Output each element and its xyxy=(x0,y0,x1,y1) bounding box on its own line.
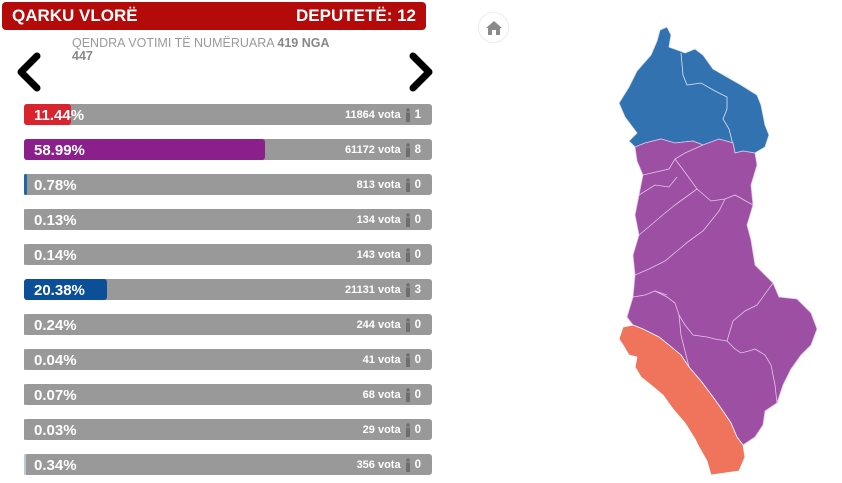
result-bar-fill xyxy=(24,314,26,335)
result-votes-seats: 68 vota 0 xyxy=(363,384,421,405)
person-icon xyxy=(405,212,410,227)
party-result-row[interactable]: 0.78% 813 vota 0 xyxy=(24,174,432,195)
party-result-row[interactable]: 0.07% 68 vota 0 xyxy=(24,384,432,405)
home-button[interactable] xyxy=(478,12,509,43)
person-icon xyxy=(405,317,410,332)
home-icon xyxy=(485,20,502,35)
result-percent: 0.14% xyxy=(34,247,77,264)
result-votes: 813 vota xyxy=(356,178,401,191)
person-icon xyxy=(405,422,410,437)
party-result-row[interactable]: 0.24% 244 vota 0 xyxy=(24,314,432,335)
result-votes: 356 vota xyxy=(356,458,401,471)
region-title: QARKU VLORË xyxy=(12,6,138,25)
result-bar-fill xyxy=(24,209,26,230)
result-votes: 29 vota xyxy=(362,423,401,436)
person-icon xyxy=(405,457,410,472)
person-icon xyxy=(405,142,410,157)
previous-region-button[interactable] xyxy=(13,52,43,92)
party-result-row[interactable]: 20.38% 21131 vota 3 xyxy=(24,279,432,300)
result-percent: 0.78% xyxy=(34,177,77,194)
result-seats: 0 xyxy=(414,423,421,436)
result-seats: 0 xyxy=(414,178,421,191)
chevron-left-icon xyxy=(17,52,41,92)
result-bar-fill xyxy=(24,419,26,440)
result-percent: 0.24% xyxy=(34,317,77,334)
counted-prefix: QENDRA VOTIMI TË NUMËRUARA xyxy=(72,36,274,50)
person-icon xyxy=(405,107,410,122)
result-votes: 41 vota xyxy=(362,353,401,366)
result-seats: 0 xyxy=(414,458,421,471)
result-seats: 0 xyxy=(414,353,421,366)
result-seats: 3 xyxy=(414,283,421,296)
result-bar-fill xyxy=(24,244,26,265)
region-header: QARKU VLORË DEPUTETË: 12 xyxy=(2,2,426,30)
result-percent: 20.38% xyxy=(34,282,85,299)
counted-total: 447 xyxy=(72,49,93,63)
region-map[interactable] xyxy=(615,25,825,480)
result-seats: 0 xyxy=(414,248,421,261)
result-percent: 0.34% xyxy=(34,457,77,474)
result-votes-seats: 11864 vota 1 xyxy=(345,104,421,125)
party-result-row[interactable]: 11.44% 11864 vota 1 xyxy=(24,104,432,125)
result-percent: 11.44% xyxy=(34,107,85,124)
party-result-row[interactable]: 0.34% 356 vota 0 xyxy=(24,454,432,475)
result-seats: 0 xyxy=(414,213,421,226)
result-percent: 0.04% xyxy=(34,352,77,369)
map-region-center[interactable] xyxy=(626,138,818,446)
result-votes-seats: 356 vota 0 xyxy=(357,454,421,475)
result-votes-seats: 61172 vota 8 xyxy=(345,139,421,160)
result-percent: 58.99% xyxy=(34,142,85,159)
result-votes-seats: 244 vota 0 xyxy=(357,314,421,335)
person-icon xyxy=(405,282,410,297)
party-result-row[interactable]: 0.03% 29 vota 0 xyxy=(24,419,432,440)
result-bar-fill xyxy=(24,349,26,370)
deputies-count: DEPUTETË: 12 xyxy=(296,6,416,25)
result-votes-seats: 134 vota 0 xyxy=(357,209,421,230)
person-icon xyxy=(405,247,410,262)
result-votes: 21131 vota xyxy=(344,283,401,296)
map-region-vlore[interactable] xyxy=(618,324,746,476)
result-seats: 0 xyxy=(414,318,421,331)
counted-number: 419 xyxy=(277,36,299,50)
result-percent: 0.03% xyxy=(34,422,77,439)
result-votes: 11864 vota xyxy=(344,108,401,121)
result-bar-fill xyxy=(24,104,71,125)
result-votes-seats: 813 vota 0 xyxy=(357,174,421,195)
counted-centers-status: QENDRA VOTIMI TË NUMËRUARA 419 NGA 447 xyxy=(72,37,372,63)
result-votes: 68 vota xyxy=(362,388,401,401)
result-bar-fill xyxy=(24,384,26,405)
result-votes-seats: 41 vota 0 xyxy=(363,349,421,370)
next-region-button[interactable] xyxy=(407,52,437,92)
chevron-right-icon xyxy=(409,52,433,92)
result-bar-fill xyxy=(24,174,27,195)
result-votes-seats: 29 vota 0 xyxy=(363,419,421,440)
result-votes: 143 vota xyxy=(356,248,401,261)
party-result-row[interactable]: 0.14% 143 vota 0 xyxy=(24,244,432,265)
person-icon xyxy=(405,177,410,192)
map-region-north[interactable] xyxy=(618,26,770,154)
result-votes: 134 vota xyxy=(356,213,401,226)
result-bar-fill xyxy=(24,454,26,475)
result-votes-seats: 21131 vota 3 xyxy=(345,279,421,300)
result-votes: 244 vota xyxy=(356,318,401,331)
person-icon xyxy=(405,387,410,402)
result-votes: 61172 vota xyxy=(344,143,401,156)
counted-of-label: NGA xyxy=(301,36,330,50)
result-votes-seats: 143 vota 0 xyxy=(357,244,421,265)
result-percent: 0.13% xyxy=(34,212,77,229)
result-bar-fill xyxy=(24,279,107,300)
result-bar-fill xyxy=(24,139,265,160)
party-result-row[interactable]: 0.04% 41 vota 0 xyxy=(24,349,432,370)
result-percent: 0.07% xyxy=(34,387,77,404)
party-result-row[interactable]: 58.99% 61172 vota 8 xyxy=(24,139,432,160)
party-result-row[interactable]: 0.13% 134 vota 0 xyxy=(24,209,432,230)
result-seats: 1 xyxy=(414,108,421,121)
result-seats: 8 xyxy=(414,143,421,156)
result-seats: 0 xyxy=(414,388,421,401)
person-icon xyxy=(405,352,410,367)
party-results-list: 11.44% 11864 vota 1 58.99% 61172 vota 8 0.78% 8… xyxy=(24,104,432,483)
